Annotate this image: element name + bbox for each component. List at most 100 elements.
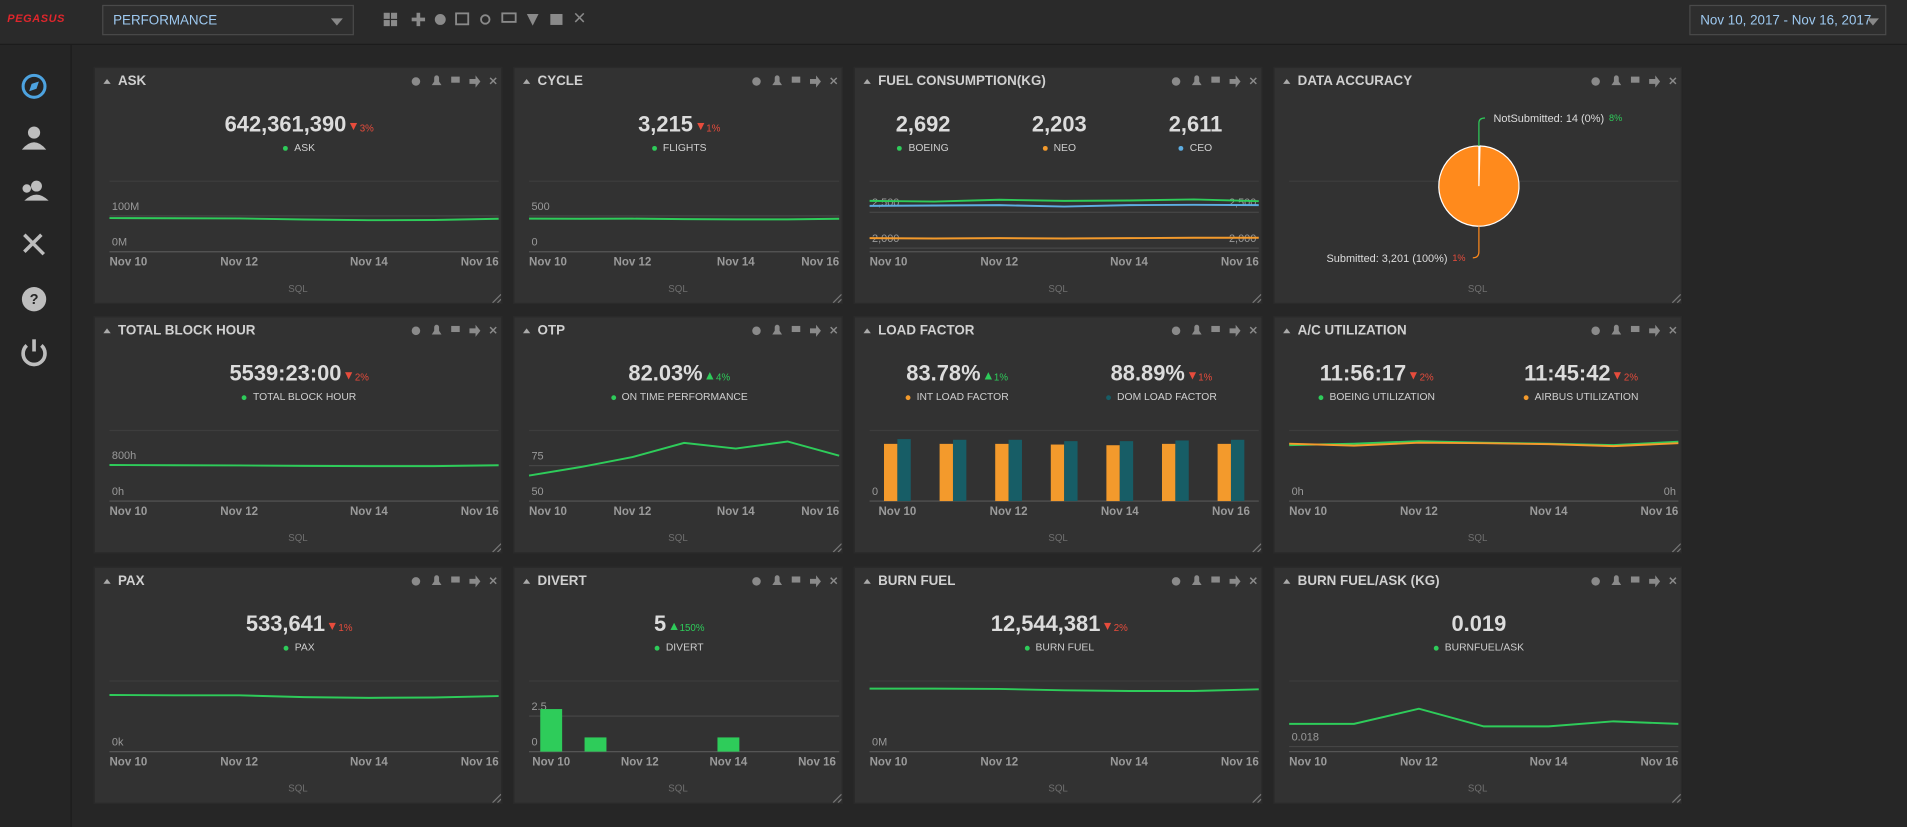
share-icon[interactable] bbox=[1229, 75, 1241, 88]
share-icon[interactable] bbox=[1649, 75, 1661, 88]
flag-icon[interactable] bbox=[791, 576, 801, 583]
nav-power[interactable] bbox=[21, 339, 47, 367]
share-icon[interactable] bbox=[469, 75, 481, 88]
alert-icon[interactable] bbox=[1191, 575, 1202, 585]
close-icon[interactable] bbox=[1249, 326, 1257, 334]
resize-handle[interactable] bbox=[832, 293, 842, 303]
nav-tools[interactable] bbox=[23, 233, 45, 256]
close-icon[interactable] bbox=[489, 577, 497, 585]
collapse-caret[interactable] bbox=[103, 578, 111, 584]
resize-handle[interactable] bbox=[492, 793, 502, 803]
grid-icon[interactable] bbox=[383, 12, 398, 27]
resize-handle[interactable] bbox=[492, 543, 502, 553]
flag-icon[interactable] bbox=[791, 76, 801, 83]
flag-icon[interactable] bbox=[1630, 76, 1640, 83]
nav-explore[interactable] bbox=[21, 73, 47, 99]
resize-handle[interactable] bbox=[1252, 293, 1262, 303]
collapse-caret[interactable] bbox=[1283, 328, 1291, 334]
nav-users[interactable] bbox=[22, 180, 49, 201]
alert-icon[interactable] bbox=[1611, 75, 1622, 86]
collapse-caret[interactable] bbox=[103, 328, 111, 334]
share-icon[interactable] bbox=[809, 324, 821, 337]
date-range-select[interactable]: Nov 10, 2017 - Nov 16, 2017 bbox=[1689, 4, 1887, 36]
alert-icon[interactable] bbox=[431, 575, 442, 585]
close-icon[interactable] bbox=[489, 326, 497, 334]
settings-icon[interactable] bbox=[411, 577, 421, 586]
flag-icon[interactable] bbox=[1630, 576, 1640, 583]
flag-icon[interactable] bbox=[451, 576, 460, 583]
close-icon[interactable] bbox=[830, 577, 838, 585]
settings-icon[interactable] bbox=[411, 326, 421, 336]
close-icon[interactable] bbox=[1669, 577, 1677, 585]
copy-icon[interactable] bbox=[550, 13, 563, 25]
alert-icon[interactable] bbox=[1191, 324, 1202, 335]
close-icon[interactable] bbox=[830, 77, 838, 85]
resize-handle[interactable] bbox=[492, 293, 502, 303]
settings-icon[interactable] bbox=[411, 77, 421, 86]
image-icon[interactable] bbox=[455, 12, 470, 26]
alert-icon[interactable] bbox=[1611, 575, 1622, 585]
resize-handle[interactable] bbox=[1671, 543, 1681, 553]
display-icon[interactable] bbox=[501, 12, 517, 23]
download-icon[interactable] bbox=[526, 13, 539, 26]
alert-icon[interactable] bbox=[772, 324, 783, 335]
settings-icon[interactable] bbox=[1591, 577, 1600, 586]
settings-icon[interactable] bbox=[1591, 326, 1600, 336]
collapse-caret[interactable] bbox=[103, 79, 111, 84]
alert-icon[interactable] bbox=[431, 75, 442, 86]
settings-icon[interactable] bbox=[752, 77, 761, 86]
close-icon[interactable] bbox=[489, 77, 497, 85]
settings-icon[interactable] bbox=[1171, 77, 1181, 86]
share-icon[interactable] bbox=[1229, 324, 1241, 337]
flag-icon[interactable] bbox=[1211, 576, 1220, 583]
alert-icon[interactable] bbox=[1191, 75, 1202, 86]
share-icon[interactable] bbox=[809, 575, 821, 588]
settings-icon[interactable] bbox=[752, 326, 761, 336]
flag-icon[interactable] bbox=[1211, 325, 1220, 333]
collapse-caret[interactable] bbox=[863, 79, 871, 84]
share-icon[interactable] bbox=[1229, 575, 1241, 588]
collapse-caret[interactable] bbox=[522, 578, 531, 584]
flag-icon[interactable] bbox=[1630, 325, 1640, 333]
close-icon[interactable] bbox=[574, 12, 585, 23]
close-icon[interactable] bbox=[830, 326, 838, 334]
alert-icon[interactable] bbox=[431, 324, 442, 335]
add-icon[interactable] bbox=[411, 12, 426, 27]
flag-icon[interactable] bbox=[791, 325, 801, 333]
resize-handle[interactable] bbox=[1252, 543, 1262, 553]
collapse-caret[interactable] bbox=[1283, 578, 1291, 584]
settings-icon[interactable] bbox=[1171, 326, 1181, 336]
share-icon[interactable] bbox=[1649, 575, 1661, 588]
resize-handle[interactable] bbox=[832, 793, 842, 803]
resize-handle[interactable] bbox=[832, 543, 842, 553]
resize-handle[interactable] bbox=[1671, 793, 1681, 803]
share-icon[interactable] bbox=[469, 324, 481, 337]
collapse-caret[interactable] bbox=[1283, 79, 1291, 84]
collapse-caret[interactable] bbox=[863, 578, 871, 584]
share-icon[interactable] bbox=[1649, 324, 1661, 337]
settings-icon[interactable] bbox=[1591, 77, 1600, 86]
flag-icon[interactable] bbox=[451, 325, 460, 333]
close-icon[interactable] bbox=[1249, 77, 1257, 85]
collapse-caret[interactable] bbox=[522, 328, 531, 334]
collapse-caret[interactable] bbox=[522, 79, 531, 84]
dashboard-select[interactable]: PERFORMANCE bbox=[102, 4, 354, 36]
settings-icon[interactable] bbox=[1171, 577, 1181, 586]
alert-icon[interactable] bbox=[772, 75, 783, 86]
resize-handle[interactable] bbox=[1252, 793, 1262, 803]
link-icon[interactable] bbox=[480, 14, 491, 25]
settings-icon[interactable] bbox=[752, 577, 761, 586]
alert-icon[interactable] bbox=[1611, 324, 1622, 335]
close-icon[interactable] bbox=[1249, 577, 1257, 585]
resize-handle[interactable] bbox=[1671, 293, 1681, 303]
flag-icon[interactable] bbox=[451, 76, 460, 83]
settings-icon[interactable] bbox=[434, 13, 446, 25]
collapse-caret[interactable] bbox=[863, 328, 871, 334]
nav-help[interactable]: ? bbox=[21, 287, 47, 312]
close-icon[interactable] bbox=[1669, 77, 1677, 85]
close-icon[interactable] bbox=[1669, 326, 1677, 334]
share-icon[interactable] bbox=[469, 575, 481, 588]
nav-user[interactable] bbox=[21, 126, 47, 150]
share-icon[interactable] bbox=[809, 75, 821, 88]
flag-icon[interactable] bbox=[1211, 76, 1220, 83]
